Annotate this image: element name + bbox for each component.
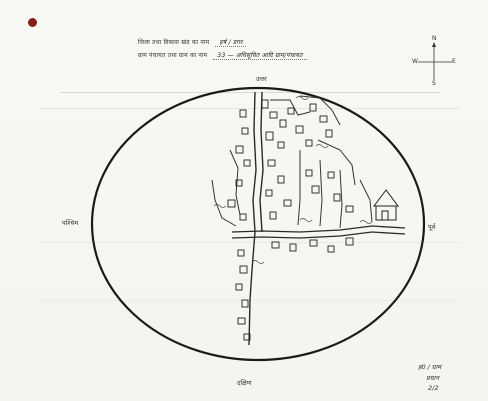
main-road-horizontal bbox=[231, 225, 406, 239]
direction-top: उत्तर bbox=[256, 75, 267, 83]
ink-spot bbox=[28, 18, 37, 27]
header-village-label: ग्राम पंचायत तथा ग्राम का नाम bbox=[138, 52, 208, 59]
signature-line-2: प्रधान bbox=[426, 374, 439, 382]
temple-structure bbox=[373, 189, 399, 221]
house-clusters bbox=[227, 99, 354, 341]
header-district-value: हर्ष / डगर bbox=[215, 39, 247, 47]
signature-line-3: 2/2 bbox=[428, 384, 439, 392]
faint-rule bbox=[40, 108, 460, 109]
signature-line-1: ह0 / ग्राम bbox=[418, 363, 442, 371]
compass-west: W bbox=[412, 58, 418, 65]
signature-block: ह0 / ग्राम प्रधान 2/2 bbox=[412, 362, 472, 396]
header-village-value: 33 — अधिसूचित आदि ग्राम/पंचायत bbox=[213, 52, 307, 60]
main-road-vertical bbox=[248, 91, 264, 346]
side-lanes bbox=[211, 95, 373, 229]
header-line-village: ग्राम पंचायत तथा ग्राम का नाम 33 — अधिसू… bbox=[138, 51, 307, 60]
direction-bottom: दक्षिण bbox=[237, 379, 252, 387]
faint-rule bbox=[60, 92, 440, 93]
compass-arrows-icon bbox=[418, 42, 452, 80]
faint-rule bbox=[40, 242, 460, 243]
direction-left: पश्चिम bbox=[62, 219, 79, 227]
compass-south: S bbox=[432, 80, 436, 87]
map-text-scribbles bbox=[213, 96, 373, 264]
header-line-district: जिला तथा विकास खंड का नाम हर्ष / डगर bbox=[138, 38, 247, 47]
header-district-label: जिला तथा विकास खंड का नाम bbox=[138, 39, 210, 46]
compass-rose: N S W E bbox=[412, 35, 456, 88]
direction-right: पूर्व bbox=[428, 223, 436, 231]
compass-east: E bbox=[452, 58, 456, 65]
village-boundary bbox=[90, 86, 426, 362]
compass-north: N bbox=[432, 35, 437, 42]
